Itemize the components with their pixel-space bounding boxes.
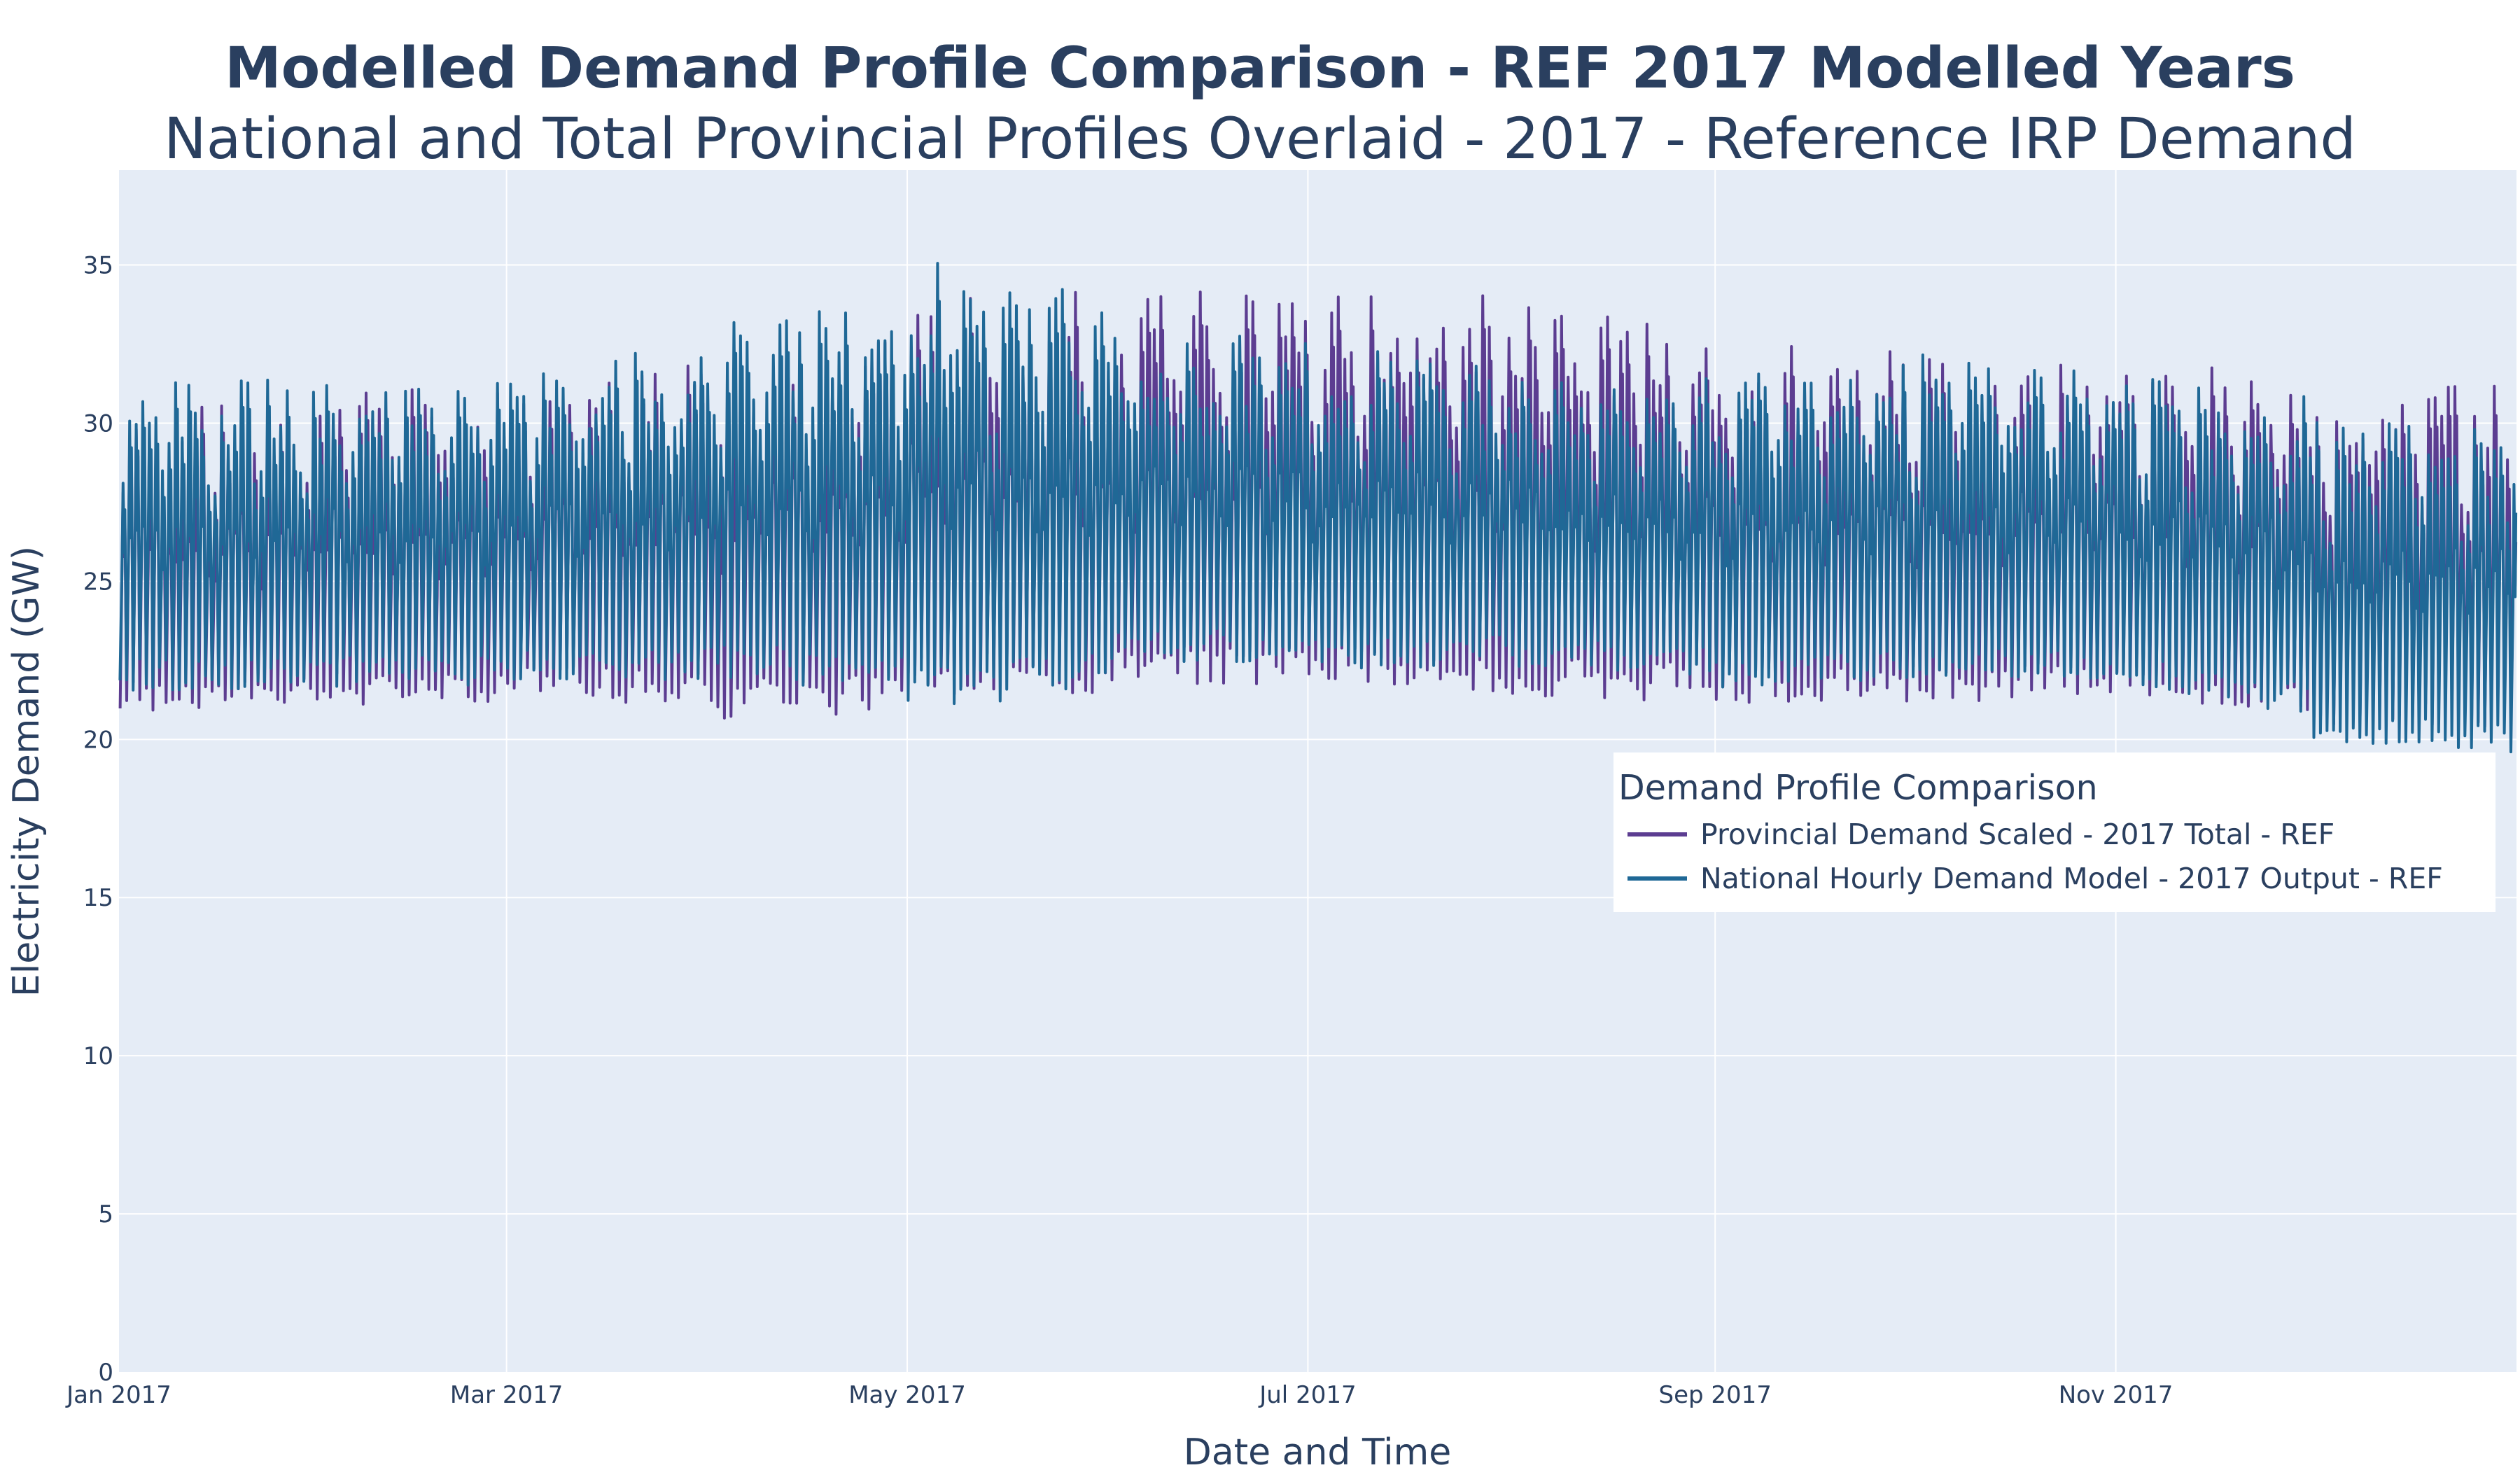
y-tick-label: 5 — [98, 1200, 113, 1228]
x-tick-label: Mar 2017 — [450, 1381, 563, 1409]
x-tick-label: May 2017 — [848, 1381, 966, 1409]
y-tick-label: 20 — [83, 726, 113, 754]
y-axis-ticks: 0 5 10 15 20 25 30 35 — [83, 252, 113, 1387]
x-tick-label: Nov 2017 — [2059, 1381, 2174, 1409]
legend: Demand Profile Comparison Provincial Dem… — [1614, 752, 2496, 912]
x-tick-label: Sep 2017 — [1658, 1381, 1771, 1409]
y-tick-label: 25 — [83, 568, 113, 596]
y-tick-label: 10 — [83, 1042, 113, 1070]
legend-label-provincial: Provincial Demand Scaled - 2017 Total - … — [1700, 818, 2334, 851]
y-tick-label: 0 — [98, 1359, 113, 1387]
y-tick-label: 30 — [83, 410, 113, 438]
y-axis-title: Electricity Demand (GW) — [6, 546, 48, 997]
y-tick-label: 35 — [83, 252, 113, 280]
x-tick-label: Jan 2017 — [65, 1381, 172, 1409]
series-line-national — [118, 262, 2518, 754]
x-axis-title: Date and Time — [1184, 1432, 1451, 1470]
x-axis-ticks: Jan 2017 Mar 2017 May 2017 Jul 2017 Sep 2017… — [65, 1381, 2173, 1409]
chart-subtitle: National and Total Provincial Profiles O… — [164, 106, 2356, 172]
y-tick-label: 15 — [83, 884, 113, 912]
legend-title: Demand Profile Comparison — [1618, 768, 2098, 808]
series-layer — [118, 262, 2518, 754]
legend-box — [1614, 752, 2496, 912]
x-tick-label: Jul 2017 — [1258, 1381, 1356, 1409]
legend-label-national: National Hourly Demand Model - 2017 Outp… — [1700, 862, 2443, 895]
chart-title: Modelled Demand Profile Comparison - REF… — [225, 36, 2295, 102]
